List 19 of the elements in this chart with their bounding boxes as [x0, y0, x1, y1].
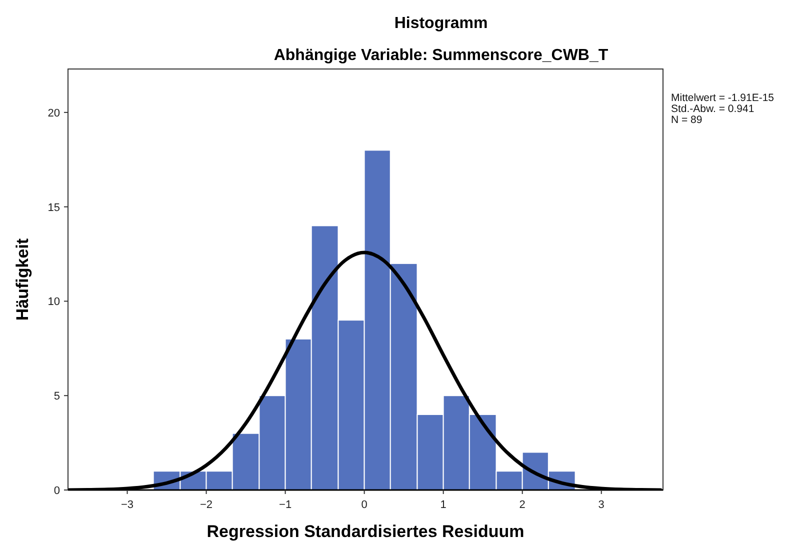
chart-title: Histogramm [394, 15, 488, 32]
y-tick-label: 15 [48, 202, 60, 214]
y-axis-title: Häufigkeit [13, 238, 32, 321]
y-tick-label: 0 [54, 485, 60, 497]
x-axis-title: Regression Standardisiertes Residuum [206, 522, 524, 541]
y-tick-label: 20 [48, 107, 60, 120]
x-tick-label: −1 [279, 499, 292, 511]
y-tick-label: 10 [48, 296, 60, 308]
x-tick-label: 2 [519, 499, 526, 511]
x-tick-label: 3 [598, 499, 604, 511]
chart-subtitle: Abhängige Variable: Summenscore_CWB_T [274, 47, 608, 64]
x-tick-label: 0 [361, 499, 368, 511]
text: Std.-Abw. = 0.941 [671, 103, 754, 115]
x-tick-label: 1 [440, 499, 446, 511]
text: Mittelwert = -1.91E-15 [671, 92, 774, 104]
x-tick-label: −3 [120, 499, 134, 511]
text: N = 89 [671, 114, 702, 126]
y-tick-label: 5 [54, 390, 60, 403]
x-tick-label: −2 [200, 499, 213, 511]
